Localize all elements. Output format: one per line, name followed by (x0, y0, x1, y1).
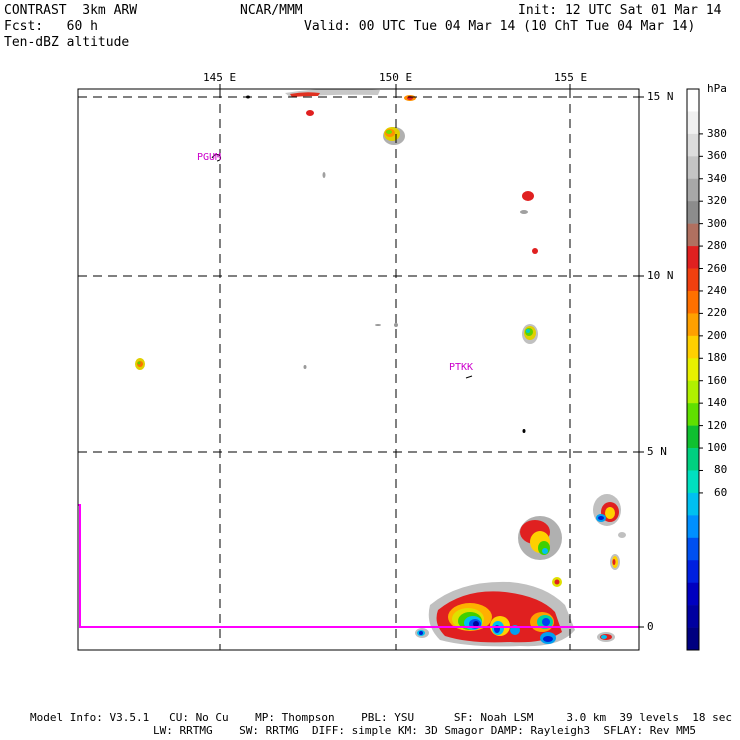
lat-label-10n: 10 N (647, 269, 674, 282)
colorbar-swatch (687, 290, 699, 314)
colorbar-frame (686, 88, 700, 651)
lat-label-15n: 15 N (647, 90, 674, 103)
colorbar-swatch (687, 470, 699, 494)
colorbar-label: 180 (707, 351, 727, 365)
guam-coastline (211, 153, 222, 162)
colorbar-swatch (687, 268, 699, 292)
colorbar-swatch (687, 515, 699, 539)
colorbar-label: 120 (707, 418, 727, 432)
colorbar-swatch (687, 582, 699, 606)
colorbar-swatch (687, 178, 699, 202)
institution: NCAR/MMM (240, 3, 303, 18)
colorbar-label: 360 (707, 149, 727, 163)
colorbar-swatch (687, 448, 699, 471)
colorbar-swatch (687, 605, 699, 628)
colorbar-swatch (687, 358, 699, 382)
field-name: Ten-dBZ altitude (4, 35, 130, 50)
colorbar-label: 220 (707, 306, 727, 320)
chuuk-coastline (465, 375, 473, 379)
colorbar-label: 240 (707, 283, 727, 297)
model-info-line1: Model Info: V3.5.1 CU: No Cu MP: Thompso… (30, 711, 732, 724)
init-time: Init: 12 UTC Sat 01 Mar 14 (518, 3, 722, 18)
colorbar-unit: hPa (707, 82, 727, 95)
colorbar-swatch (687, 403, 699, 426)
model-title: CONTRAST 3km ARW (4, 3, 138, 18)
colorbar-swatch (687, 89, 699, 112)
colorbar-swatch (687, 111, 699, 135)
axis-ticks (219, 84, 644, 628)
graticule (78, 89, 639, 650)
lon-label-155: 155 E (554, 71, 588, 84)
valid-time: Valid: 00 UTC Tue 04 Mar 14 (10 ChT Tue … (304, 19, 696, 34)
colorbar-swatch (687, 380, 699, 404)
colorbar-label: 260 (707, 261, 727, 275)
colorbar-swatch (687, 492, 699, 516)
colorbar-swatch (687, 537, 699, 561)
colorbar-label: 320 (707, 194, 727, 208)
colorbar-label: 280 (707, 239, 727, 253)
forecast-hour: Fcst: 60 h (4, 19, 98, 34)
colorbar (686, 88, 703, 651)
colorbar-label: 100 (707, 441, 727, 455)
lat-label-5n: 5 N (647, 445, 667, 458)
domain-boundary (78, 504, 639, 628)
echo-field (135, 88, 626, 647)
colorbar-swatch (687, 223, 699, 247)
station-label-pgum: PGUM (197, 152, 222, 163)
colorbar-swatch (687, 246, 699, 269)
colorbar-label: 160 (707, 373, 727, 387)
map-frame (77, 88, 640, 651)
colorbar-label: 60 (714, 485, 728, 499)
colorbar-swatch (687, 335, 699, 359)
colorbar-swatch (687, 133, 699, 157)
model-info-line2: LW: RRTMG SW: RRTMG DIFF: simple KM: 3D … (153, 724, 697, 737)
colorbar-label: 300 (707, 216, 727, 230)
colorbar-label: 140 (707, 396, 727, 410)
colorbar-swatch (687, 560, 699, 583)
colorbar-swatch (687, 156, 699, 180)
colorbar-label: 380 (707, 126, 727, 140)
colorbar-label: 200 (707, 328, 727, 342)
colorbar-label: 80 (714, 463, 728, 477)
colorbar-swatch (687, 313, 699, 337)
station-markers (211, 153, 473, 379)
lon-label-150: 150 E (379, 71, 413, 84)
lon-label-145: 145 E (203, 71, 237, 84)
lat-label-0: 0 (647, 620, 654, 633)
colorbar-label: 340 (707, 171, 727, 185)
colorbar-swatch (687, 627, 699, 651)
colorbar-swatch (687, 201, 699, 224)
colorbar-swatch (687, 425, 699, 449)
station-label-ptkk: PTKK (449, 362, 474, 373)
